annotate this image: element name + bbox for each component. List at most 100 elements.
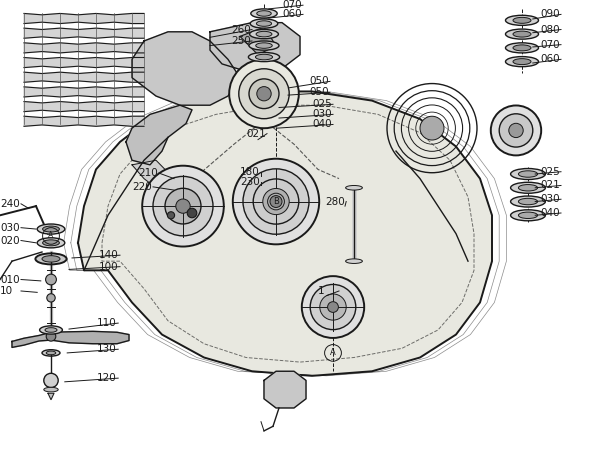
Text: 030: 030 [312, 109, 332, 119]
Polygon shape [48, 393, 54, 400]
Circle shape [302, 276, 364, 338]
Ellipse shape [46, 351, 56, 355]
Text: 140: 140 [99, 250, 119, 260]
Circle shape [47, 294, 55, 302]
Ellipse shape [37, 238, 65, 248]
Circle shape [328, 302, 338, 313]
Polygon shape [24, 101, 144, 112]
Ellipse shape [35, 253, 67, 264]
Text: 030: 030 [540, 194, 560, 204]
Circle shape [46, 274, 56, 285]
Text: 280: 280 [325, 196, 345, 206]
Polygon shape [132, 32, 240, 105]
Text: 210: 210 [138, 168, 158, 178]
Ellipse shape [251, 9, 277, 18]
Circle shape [142, 166, 224, 246]
Ellipse shape [513, 59, 531, 65]
Ellipse shape [250, 30, 278, 39]
Text: 110: 110 [97, 318, 117, 328]
Ellipse shape [37, 224, 65, 234]
Ellipse shape [513, 17, 531, 23]
Polygon shape [24, 87, 144, 97]
Text: 250: 250 [231, 36, 251, 46]
Circle shape [46, 332, 56, 341]
Ellipse shape [256, 43, 272, 48]
Ellipse shape [511, 182, 545, 193]
Ellipse shape [518, 198, 538, 205]
Text: 021: 021 [540, 181, 560, 190]
Ellipse shape [518, 171, 538, 177]
Polygon shape [24, 116, 144, 126]
Text: 050: 050 [309, 76, 329, 87]
Circle shape [249, 79, 279, 109]
Circle shape [253, 179, 299, 224]
Circle shape [233, 159, 319, 244]
Circle shape [420, 116, 444, 140]
Polygon shape [12, 332, 129, 347]
Polygon shape [264, 371, 306, 408]
Text: 090: 090 [540, 9, 560, 19]
Polygon shape [126, 105, 192, 165]
Text: 070: 070 [540, 40, 560, 50]
Ellipse shape [257, 11, 271, 16]
Ellipse shape [518, 185, 538, 191]
Circle shape [310, 284, 356, 330]
Text: 080: 080 [540, 25, 560, 35]
Text: 060: 060 [282, 9, 302, 19]
Polygon shape [24, 28, 144, 38]
Text: A: A [49, 232, 53, 240]
Polygon shape [24, 57, 144, 68]
Text: 040: 040 [540, 208, 560, 218]
Text: 1: 1 [318, 286, 325, 296]
Text: 180: 180 [240, 167, 260, 177]
Text: A: A [330, 349, 336, 357]
Circle shape [44, 373, 58, 388]
Circle shape [509, 123, 523, 138]
Polygon shape [240, 27, 276, 55]
Ellipse shape [256, 21, 272, 26]
Ellipse shape [249, 41, 279, 50]
Text: 025: 025 [312, 99, 332, 109]
Ellipse shape [505, 43, 539, 53]
Ellipse shape [42, 350, 60, 356]
Ellipse shape [511, 169, 545, 180]
Circle shape [263, 188, 289, 215]
Ellipse shape [346, 259, 362, 263]
Polygon shape [24, 72, 144, 82]
Text: 060: 060 [540, 54, 560, 64]
Text: 020: 020 [0, 236, 20, 245]
Text: 050: 050 [309, 88, 329, 97]
Circle shape [499, 114, 533, 147]
Ellipse shape [511, 196, 545, 207]
Ellipse shape [43, 240, 59, 246]
Ellipse shape [518, 212, 538, 219]
Text: 260: 260 [231, 25, 251, 35]
Ellipse shape [511, 210, 545, 221]
Text: 230: 230 [240, 177, 260, 187]
Text: 100: 100 [99, 262, 119, 272]
Ellipse shape [505, 29, 539, 39]
Circle shape [257, 87, 271, 101]
Text: 240: 240 [0, 199, 20, 209]
Polygon shape [78, 91, 492, 376]
Text: 130: 130 [97, 344, 117, 354]
Circle shape [187, 208, 197, 218]
Circle shape [320, 294, 346, 320]
Polygon shape [210, 23, 300, 73]
Circle shape [176, 199, 190, 213]
Ellipse shape [43, 226, 59, 232]
Ellipse shape [248, 52, 280, 62]
Ellipse shape [256, 54, 272, 60]
Text: B: B [273, 197, 279, 206]
Ellipse shape [40, 326, 62, 334]
Text: 10: 10 [0, 286, 13, 296]
Ellipse shape [505, 15, 539, 25]
Circle shape [239, 69, 289, 119]
Text: 120: 120 [97, 373, 117, 383]
Ellipse shape [513, 31, 531, 37]
Circle shape [491, 106, 541, 156]
Polygon shape [132, 160, 210, 206]
Ellipse shape [42, 256, 60, 262]
Ellipse shape [346, 186, 362, 190]
Text: 025: 025 [540, 167, 560, 177]
